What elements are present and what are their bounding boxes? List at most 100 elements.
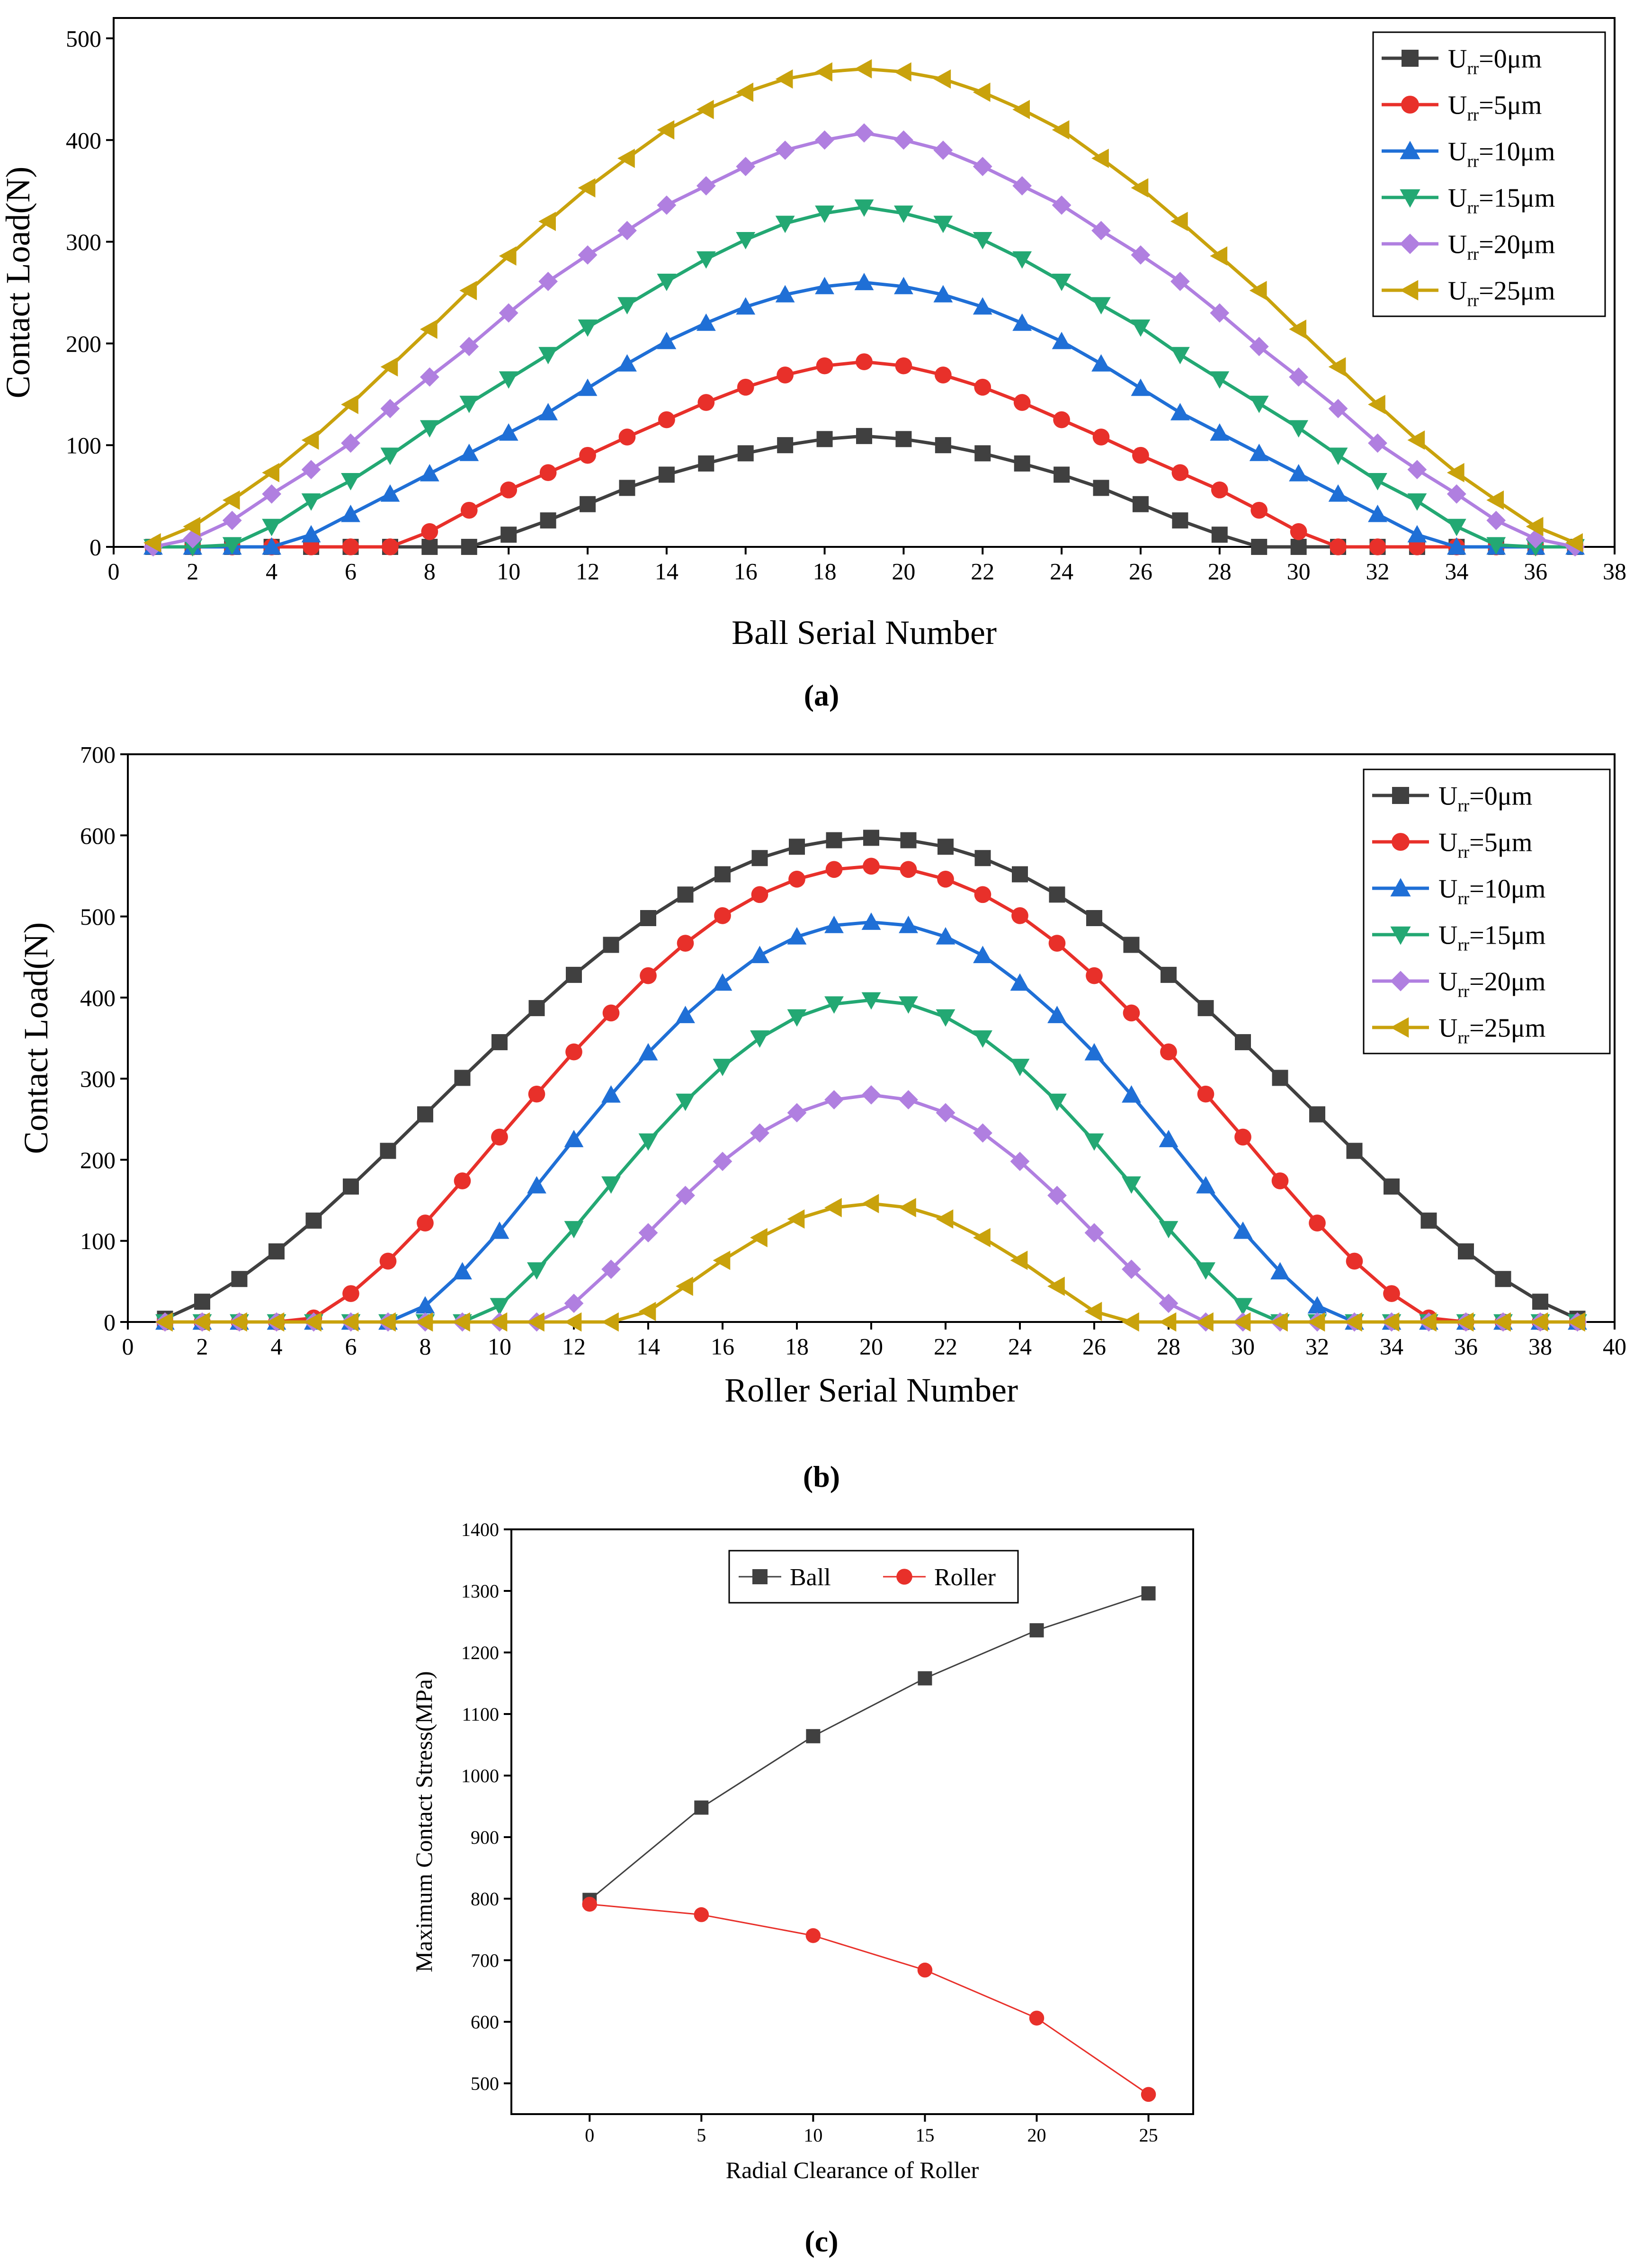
y-tick-label: 100: [66, 432, 101, 459]
series-line: [153, 281, 1575, 549]
x-tick-label: 25: [1139, 2125, 1158, 2146]
data-point: [490, 1312, 508, 1332]
x-tick-label: 10: [497, 558, 520, 585]
data-point: [1084, 1302, 1102, 1322]
data-point: [826, 832, 842, 848]
data-point: [1234, 1128, 1251, 1146]
data-point: [1289, 464, 1309, 482]
data-point: [736, 232, 756, 250]
data-point: [454, 1172, 471, 1189]
data-point: [1084, 1043, 1104, 1061]
data-point: [564, 1130, 584, 1147]
legend: Urr=0μm Urr=5μm Urr=10μm Urr=15μm Urr=20μm Ur…: [1372, 31, 1606, 317]
data-point: [617, 221, 637, 241]
y-tick-label: 700: [471, 1950, 499, 1971]
data-point: [657, 331, 677, 349]
x-tick-label: 38: [1603, 558, 1626, 585]
legend-label: Roller: [934, 1564, 996, 1591]
data-point: [657, 274, 677, 291]
data-point: [1196, 1262, 1215, 1280]
legend-box: [1363, 768, 1611, 1054]
data-point: [1328, 357, 1346, 377]
data-point: [1211, 527, 1228, 543]
data-point: [694, 1907, 709, 1922]
data-point: [900, 861, 917, 878]
data-point: [973, 1228, 991, 1248]
data-point: [527, 1262, 546, 1280]
data-point: [380, 484, 400, 502]
data-point: [382, 538, 399, 555]
data-point: [1530, 1312, 1548, 1332]
x-tick-label: 34: [1445, 558, 1468, 585]
x-tick-label: 24: [1008, 1333, 1032, 1360]
data-point: [816, 357, 833, 375]
series-line: [153, 434, 1575, 549]
data-point: [1170, 212, 1188, 232]
data-point: [788, 870, 805, 888]
data-point: [1210, 423, 1230, 441]
data-point: [698, 455, 714, 472]
x-tick-label: 0: [585, 2125, 594, 2146]
legend-box: [1372, 31, 1606, 317]
data-point: [342, 538, 359, 555]
data-point: [304, 1312, 321, 1332]
data-point: [1526, 517, 1544, 536]
data-point: [1249, 281, 1267, 301]
data-point: [736, 82, 754, 102]
data-point: [1086, 910, 1102, 926]
x-tick-label: 30: [1287, 558, 1311, 585]
data-point: [421, 523, 438, 540]
data-point: [1010, 973, 1030, 991]
data-point: [638, 1133, 658, 1151]
data-point: [917, 1963, 933, 1978]
data-point: [861, 1085, 881, 1105]
x-tick-label: 8: [420, 1333, 431, 1360]
data-point: [461, 539, 477, 555]
legend-label: Urr=10μm: [1438, 875, 1545, 909]
data-point: [750, 1030, 769, 1048]
data-point: [658, 466, 675, 483]
data-point: [1047, 1277, 1065, 1296]
data-point: [815, 62, 832, 82]
data-point: [1290, 539, 1307, 555]
legend-marker: [1400, 280, 1419, 301]
data-point: [677, 886, 694, 903]
data-point: [1012, 176, 1032, 196]
series-line: [589, 1903, 1149, 2095]
data-point: [1368, 433, 1387, 453]
data-point: [603, 937, 619, 953]
data-point: [491, 1128, 508, 1146]
x-tick-label: 6: [345, 558, 357, 585]
x-tick-label: 6: [345, 1333, 357, 1360]
data-point: [777, 437, 794, 454]
panel-label: (a): [804, 679, 839, 712]
data-point: [580, 496, 596, 512]
y-tick-label: 100: [80, 1228, 116, 1254]
data-point: [1249, 443, 1269, 461]
y-axis-label: Contact Load(N): [0, 167, 37, 399]
data-point: [899, 1198, 916, 1217]
data-point: [500, 527, 517, 543]
data-point: [1270, 1312, 1288, 1332]
data-point: [420, 420, 439, 438]
data-point: [1122, 1259, 1141, 1279]
data-point: [1052, 331, 1072, 349]
data-point: [1132, 446, 1149, 464]
y-tick-label: 0: [104, 1309, 116, 1336]
data-point: [1171, 464, 1189, 482]
data-point: [1568, 1312, 1585, 1332]
x-tick-label: 4: [271, 1333, 283, 1360]
series-25μm: [155, 1194, 1585, 1332]
series-15μm: [143, 199, 1585, 557]
data-point: [420, 464, 439, 482]
data-point: [601, 1085, 621, 1103]
data-point: [192, 1312, 210, 1332]
y-tick-label: 700: [80, 741, 116, 768]
y-axis-label: Maximum Contact Stress(MPa): [411, 1671, 437, 1972]
data-point: [343, 1178, 359, 1195]
data-point: [617, 354, 637, 372]
plot-frame: [510, 1528, 1194, 2115]
data-point: [1249, 337, 1269, 357]
data-point: [1160, 1043, 1177, 1061]
